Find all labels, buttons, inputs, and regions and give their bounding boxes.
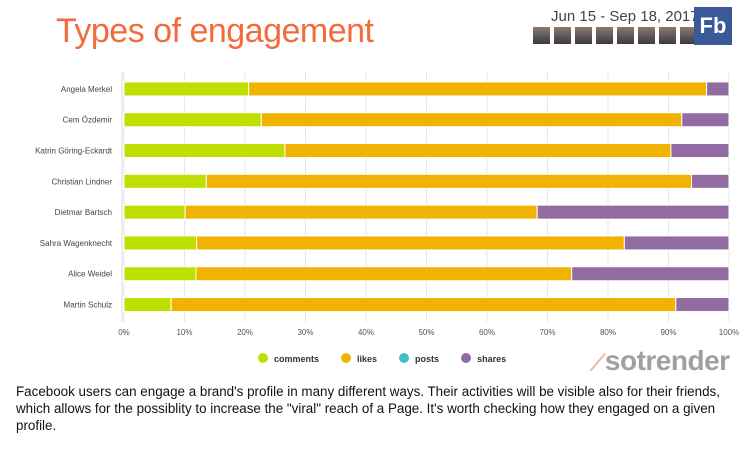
avatar: [680, 27, 697, 44]
posts-dot-icon: [399, 353, 410, 363]
legend-shares[interactable]: shares: [461, 353, 506, 364]
legend-posts[interactable]: posts: [399, 353, 439, 364]
trend-icon: ⟋: [590, 350, 605, 375]
facebook-badge: Fb: [694, 7, 732, 45]
x-tick-label: 60%: [479, 328, 495, 337]
bar-likes: [284, 143, 672, 159]
bar-likes: [196, 235, 625, 251]
category-label: Martin Schulz: [64, 301, 112, 310]
stacked-bar-chart: 0% 10% 20% 30% 40% 50% 60% 70% 80% 90% 100% Angela …: [35, 72, 739, 337]
category-label: Angela Merkel: [61, 85, 112, 94]
bar-shares: [571, 266, 730, 282]
bar-shares: [536, 204, 730, 220]
avatar: [533, 27, 550, 44]
description-text: Facebook users can engage a brand's prof…: [16, 384, 720, 433]
likes-dot-icon: [341, 353, 352, 363]
x-tick-label: 40%: [358, 328, 374, 337]
category-label: Christian Lindner: [52, 177, 113, 186]
legend-comments[interactable]: comments: [258, 353, 319, 364]
bar-likes: [184, 204, 538, 220]
avatar: [596, 27, 613, 44]
bar-shares: [623, 235, 730, 251]
category-label: Dietmar Bartsch: [55, 208, 112, 217]
x-tick-label: 90%: [660, 328, 676, 337]
bar-likes: [248, 81, 708, 97]
legend-likes[interactable]: likes: [341, 353, 377, 364]
x-tick-label: 30%: [297, 328, 313, 337]
category-label: Katrin Göring-Eckardt: [35, 147, 113, 156]
bar-shares: [670, 143, 730, 159]
bar-comments: [123, 143, 286, 159]
comments-dot-icon: [258, 353, 268, 363]
bar-likes: [260, 112, 683, 128]
chart-title: Types of engagement: [56, 12, 374, 50]
bar-comments: [123, 173, 207, 189]
avatar: [659, 27, 676, 44]
x-tick-label: 80%: [600, 328, 616, 337]
bar-likes: [195, 266, 573, 282]
avatar: [554, 27, 571, 44]
shares-dot-icon: [461, 353, 472, 363]
sotrender-logo: ⟋sotrender: [590, 345, 730, 377]
bar-comments: [123, 266, 197, 282]
bar-likes: [170, 297, 677, 313]
x-tick-label: 10%: [176, 328, 192, 337]
date-range: Jun 15 - Sep 18, 2017: [551, 8, 699, 25]
bar-shares: [681, 112, 730, 128]
x-tick-label: 0%: [118, 328, 130, 337]
legend-label: posts: [415, 354, 440, 364]
x-tick-label: 20%: [237, 328, 253, 337]
avatar: [575, 27, 592, 44]
profile-avatars: [533, 27, 697, 44]
category-label: Alice Weidel: [68, 270, 112, 279]
bar-comments: [123, 204, 186, 220]
bar-comments: [123, 81, 250, 97]
legend-label: comments: [274, 354, 320, 364]
bar-shares: [706, 81, 730, 97]
bar-shares: [690, 173, 730, 189]
avatar: [617, 27, 634, 44]
x-tick-label: 100%: [719, 328, 739, 337]
bar-shares: [675, 297, 730, 313]
avatar: [638, 27, 655, 44]
legend: comments likes posts shares: [258, 353, 506, 364]
logo-text: sotrender: [604, 345, 730, 376]
legend-label: likes: [357, 354, 378, 364]
legend-label: shares: [477, 354, 507, 364]
x-tick-label: 70%: [539, 328, 555, 337]
category-label: Sahra Wagenknecht: [40, 239, 113, 248]
bar-comments: [123, 297, 172, 313]
bar-comments: [123, 112, 262, 128]
bar-comments: [123, 235, 198, 251]
category-label: Cem Özdemir: [63, 116, 113, 125]
bar-likes: [205, 173, 692, 189]
x-tick-label: 50%: [418, 328, 434, 337]
